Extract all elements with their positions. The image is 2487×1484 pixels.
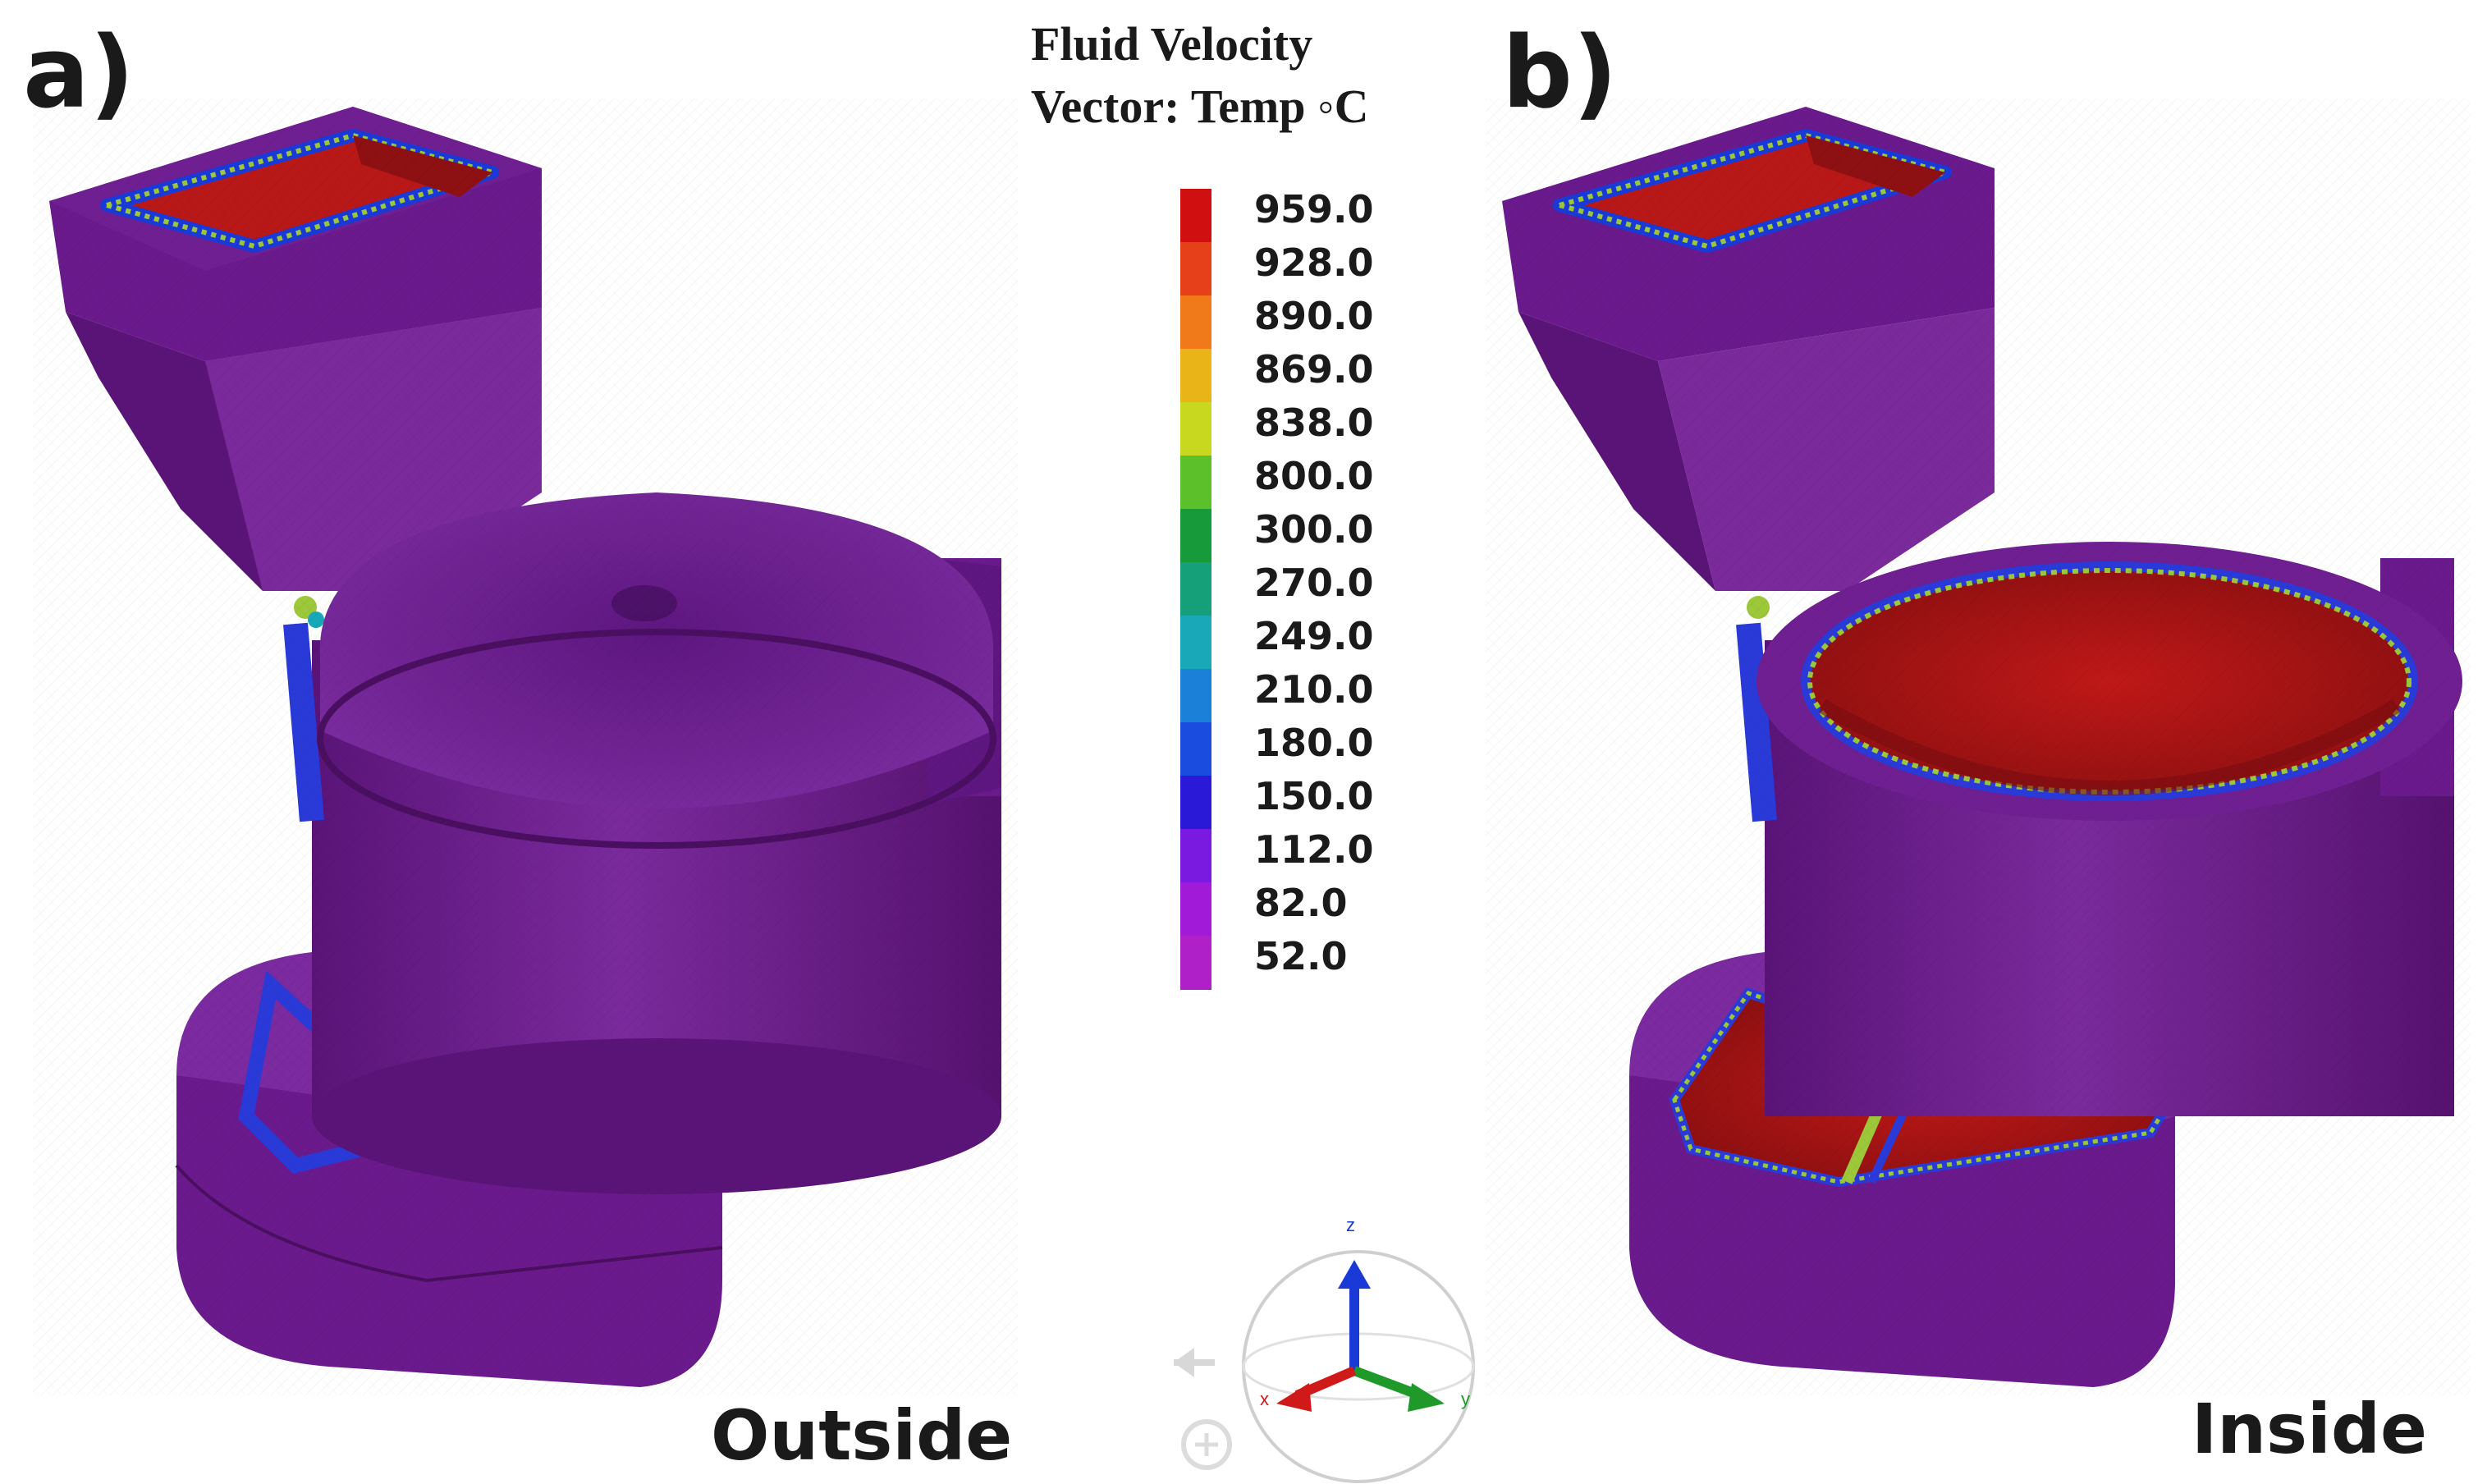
panel-b-model [1486, 98, 2471, 1395]
legend-swatch [1180, 776, 1211, 830]
legend-value-label: 210.0 [1254, 667, 1374, 712]
legend-value-label: 52.0 [1254, 934, 1348, 978]
legend-value-label: 890.0 [1254, 294, 1374, 338]
legend-swatch [1180, 936, 1211, 990]
legend-swatch [1180, 616, 1211, 670]
legend-swatch [1180, 456, 1211, 510]
panel-a-caption: Outside [711, 1395, 1013, 1476]
y-axis-arrow [1352, 1366, 1422, 1400]
legend-value-label: 869.0 [1254, 347, 1374, 392]
legend-swatch [1180, 402, 1211, 456]
legend-value-label: 112.0 [1254, 827, 1374, 872]
legend-swatch [1180, 669, 1211, 723]
panel-a-model [33, 98, 1018, 1395]
legend-title-line1: Fluid Velocity [1031, 17, 1313, 71]
legend-color-bar [1180, 189, 1211, 990]
panel-b-caption: Inside [2192, 1389, 2427, 1469]
legend-swatch [1180, 189, 1211, 243]
legend-title-line2: Vector: Temp ◦C [1031, 80, 1369, 133]
legend-swatch [1180, 829, 1211, 883]
legend-value-label: 150.0 [1254, 774, 1374, 818]
legend-swatch [1180, 562, 1211, 616]
legend-value-label: 270.0 [1254, 561, 1374, 605]
legend-value-label: 180.0 [1254, 721, 1374, 765]
x-axis-label: x [1260, 1389, 1269, 1409]
legend-value-label: 959.0 [1254, 187, 1374, 231]
panel-a-label: a) [23, 16, 135, 131]
legend-swatch [1180, 722, 1211, 776]
axis-triad [1174, 1250, 1475, 1483]
panel-b-label: b) [1502, 16, 1618, 131]
legend-swatch [1180, 295, 1211, 350]
legend-value-label: 300.0 [1254, 507, 1374, 552]
legend-value-label: 249.0 [1254, 614, 1374, 658]
y-axis-label: y [1461, 1389, 1470, 1409]
legend-swatch [1180, 242, 1211, 296]
legend-swatch [1180, 349, 1211, 403]
z-axis-label: z [1346, 1215, 1355, 1235]
legend-swatch [1180, 882, 1211, 937]
legend-value-label: 82.0 [1254, 881, 1348, 925]
legend-swatch [1180, 509, 1211, 563]
legend-value-label: 928.0 [1254, 240, 1374, 285]
legend-value-label: 800.0 [1254, 454, 1374, 498]
legend-value-label: 838.0 [1254, 401, 1374, 445]
